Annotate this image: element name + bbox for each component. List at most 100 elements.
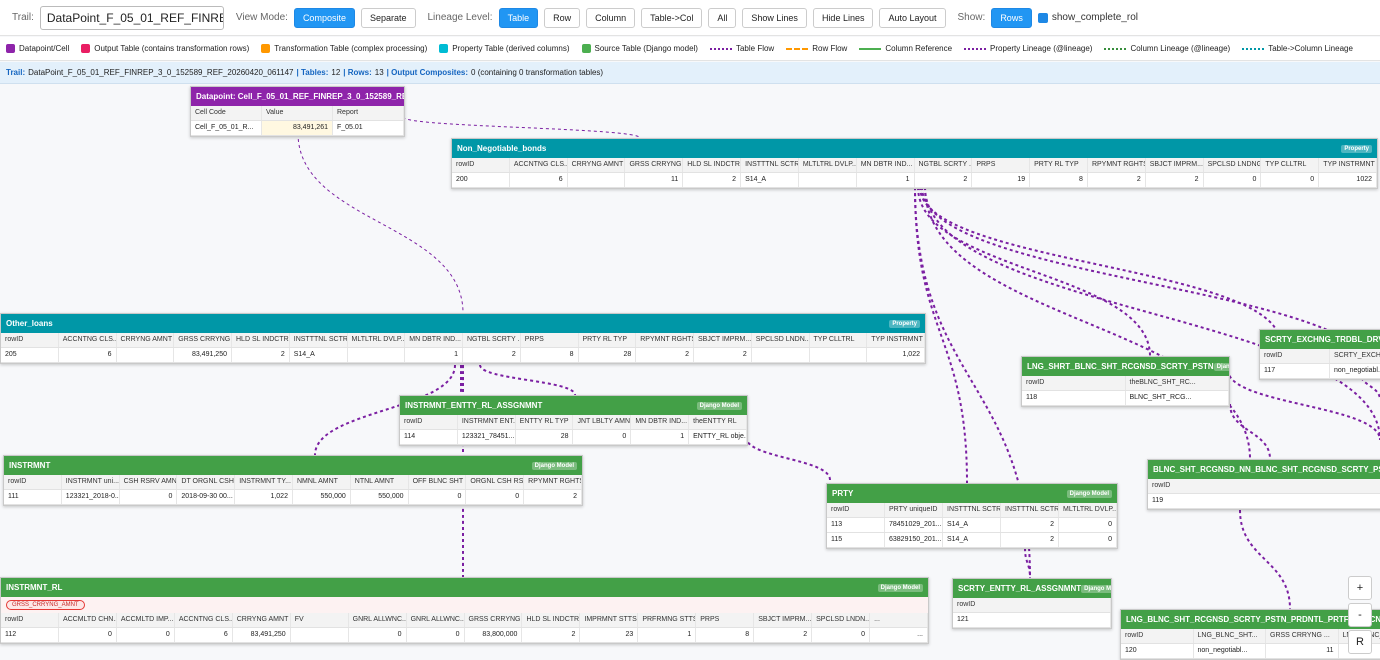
cell: 1 (638, 628, 697, 642)
info-composites: 0 (containing 0 transformation tables) (471, 68, 604, 77)
column-header: SPCLSD LNDNG... (1203, 158, 1262, 172)
cell: 1 (631, 430, 690, 444)
column-header: ACCMLTD CHN... (58, 613, 117, 627)
column-tag: GRSS_CRRYNG_AMNT (6, 600, 85, 610)
info-composites-label: | Output Composites: (386, 68, 469, 77)
view-button[interactable]: Separate (360, 7, 416, 28)
data-row[interactable]: 121 (953, 613, 1111, 628)
lineage-button[interactable]: Column (586, 7, 636, 28)
data-row[interactable]: 119 (1148, 494, 1380, 509)
data-row[interactable]: 200 6 11 2 S14_A 1 2 19 8 2 2 0 0 1022 (452, 173, 1377, 188)
column-header: LNG_BLNC_SHT... (1193, 629, 1266, 643)
header-row: rowID ACCMLTD CHN... ACCMLTD IMP... ACCNTNG… (1, 613, 928, 628)
lineage-button[interactable]: All (708, 7, 737, 28)
cell: 0 (1204, 173, 1262, 187)
cell: 0 (407, 628, 465, 642)
column-header: TYP INSTRMNT (867, 333, 925, 347)
table-node: INSTRMNT_RL Django Model GRSS_CRRYNG_AMNT r… (0, 577, 929, 644)
view-button[interactable]: Composite (293, 7, 355, 28)
data-row[interactable]: 114 123321_78451... 28 0 1 ENTTY_RL obje... (400, 430, 747, 445)
cell: 0 (1059, 533, 1117, 547)
table-title: SCRTY_ENTTY_RL_ASSGNMNT (958, 584, 1082, 593)
data-row[interactable]: Cell_F_05_01_R... 83,491,261 F_05.01 (191, 121, 404, 136)
cell: 28 (516, 430, 574, 444)
column-header: ORGNL CSH RS... (466, 475, 525, 489)
zoom-button[interactable]: - (1348, 603, 1372, 627)
data-row[interactable]: 113 78451029_201... S14_A 2 0 (827, 518, 1117, 533)
lineage-line (479, 364, 576, 396)
checkbox-label: show_complete_rol (1051, 12, 1138, 23)
legend-swatch (6, 44, 15, 53)
table-title: LNG_SHRT_BLNC_SHT_RCGNSD_SCRTY_PSTN (1027, 362, 1214, 371)
cell: 1022 (1319, 173, 1377, 187)
cell: BLNC_SHT_RCG... (1126, 391, 1229, 405)
lineage-line (402, 116, 641, 139)
legend-label: Property Lineage (@lineage) (990, 44, 1093, 53)
zoom-button[interactable]: + (1348, 576, 1372, 600)
table-title: INSTRMNT (9, 461, 51, 470)
cell: 8 (1030, 173, 1088, 187)
lineage-line (919, 186, 1281, 344)
lineage-button[interactable]: Show Lines (742, 7, 807, 28)
data-row[interactable]: 118 BLNC_SHT_RCG... (1022, 391, 1229, 406)
table-header: INSTRMNT_ENTTY_RL_ASSGNMNT Django Model (400, 396, 747, 415)
cell: 121 (953, 613, 1111, 627)
legend-swatch (581, 44, 591, 53)
table-badge: Django Model (877, 583, 923, 592)
column-header: rowID (400, 415, 458, 429)
cell: 0 (409, 490, 467, 504)
cell: 0 (812, 628, 871, 642)
lineage-button[interactable]: Auto Layout (879, 7, 946, 28)
column-header: IMPRMNT STTS (580, 613, 639, 627)
lineage-button[interactable]: Table->Col (641, 7, 703, 28)
legend-swatch (1104, 47, 1127, 50)
info-trail-label: Trail: (6, 68, 26, 77)
table-badge: Django Model (1213, 362, 1229, 371)
cell: ... (870, 628, 928, 642)
trail-input[interactable]: DataPoint_F_05_01_REF_FINREP_3_0_15 (39, 5, 224, 30)
column-header: rowID (1260, 349, 1330, 363)
rows-button[interactable]: Rows (991, 7, 1032, 28)
table-node: INSTRMNT_ENTTY_RL_ASSGNMNT Django Model ro… (399, 395, 748, 446)
column-header: INSTTTNL SCTR (289, 333, 348, 347)
lineage-button[interactable]: Hide Lines (812, 7, 874, 28)
table-node: LNG_BLNC_SHT_RCGNSD_SCRTY_PSTN_PRDNTL_PR… (1120, 609, 1380, 660)
data-row[interactable]: 112 0 0 6 83,491,250 0 0 83,800,000 2 23 1 8 2 0... (1, 628, 928, 643)
legend-label: Transformation Table (complex processing… (274, 44, 428, 53)
column-header: GRSS CRRYNG ... (625, 158, 684, 172)
cell: 28 (579, 348, 637, 362)
data-row[interactable]: 205 6 83,491,250 2 S14_A 1 2 8 28 2 2 1,022 (1, 348, 925, 363)
checkbox[interactable]: show_complete_rol (1037, 12, 1138, 23)
cell: 119 (1148, 494, 1380, 508)
cell: 120 (1121, 644, 1194, 658)
legend: Datapoint/Cell Output Table (contains tra… (0, 37, 1380, 61)
lineage-button[interactable]: Table (498, 7, 539, 28)
column-header: CRRYNG AMNT (116, 333, 175, 347)
legend-swatch (81, 44, 91, 53)
lineage-button[interactable]: Row (544, 7, 581, 28)
column-header: DT ORGNL CSH... (177, 475, 236, 489)
column-header: FV (290, 613, 349, 627)
cell: 8 (696, 628, 755, 642)
data-row[interactable]: 117 non_negotiabl... (1260, 364, 1380, 379)
data-row[interactable]: 111 123321_2018-0... 0 2018-09-30 00... 1,02… (4, 490, 582, 505)
table-title: Other_loans (6, 319, 53, 328)
column-header: Cell Code (191, 106, 262, 120)
cell: F_05.01 (333, 121, 404, 135)
checkbox-box[interactable] (1037, 12, 1048, 23)
column-header: ACCMLTD IMP... (116, 613, 175, 627)
cell: 118 (1022, 391, 1126, 405)
column-header: Value (262, 106, 333, 120)
zoom-button[interactable]: R (1348, 630, 1372, 654)
column-header: INSTTTNL SCTR... (1001, 503, 1059, 517)
cell (810, 348, 868, 362)
column-header: GNRL ALLWNC... (348, 613, 407, 627)
info-bar: Trail: DataPoint_F_05_01_REF_FINREP_3_0_… (0, 62, 1380, 84)
cell: 2 (1088, 173, 1146, 187)
data-row[interactable]: 115 63829150_201... S14_A 2 0 (827, 533, 1117, 548)
trail-label: Trail: (12, 12, 34, 23)
cell: 114 (400, 430, 458, 444)
legend-item: Column Reference (859, 44, 952, 53)
